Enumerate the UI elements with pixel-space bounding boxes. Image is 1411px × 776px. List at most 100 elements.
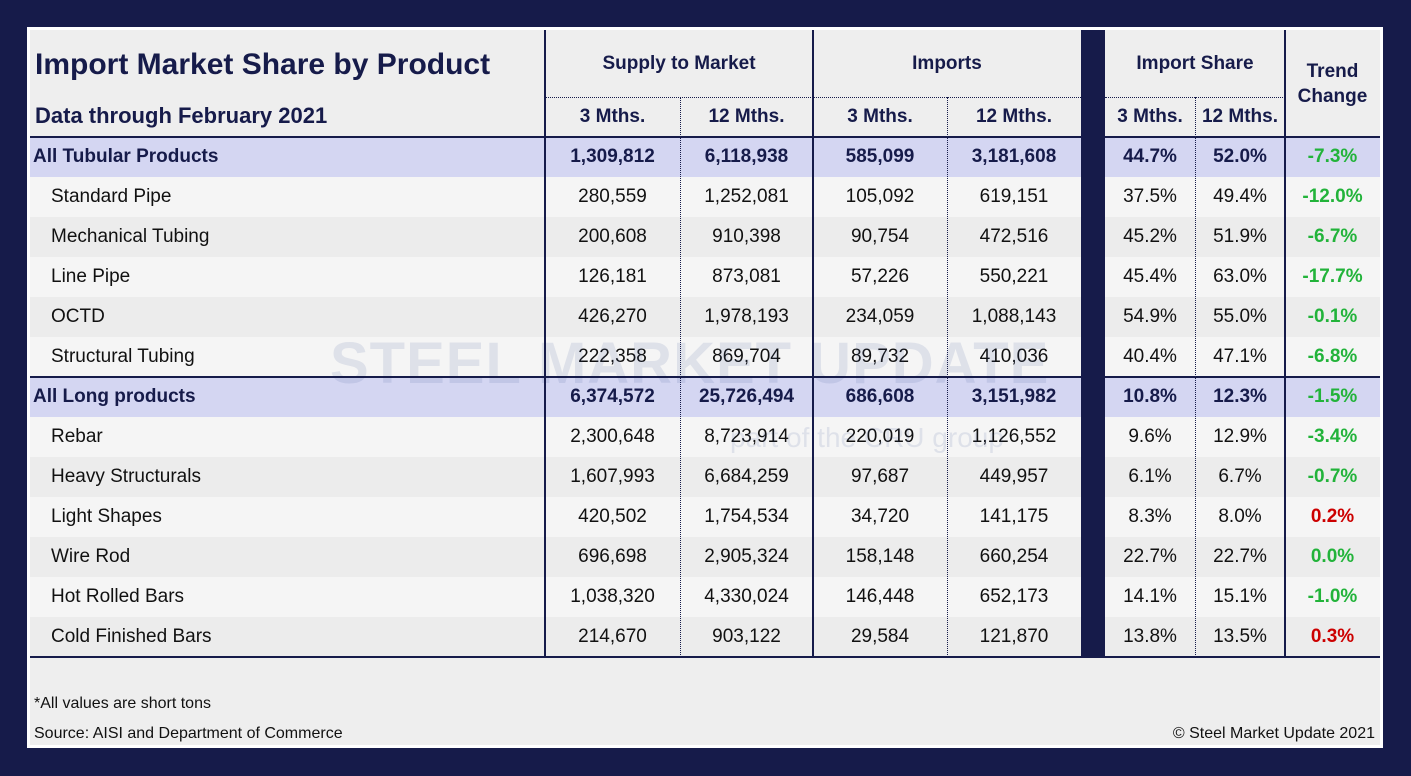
- cell-sh3: 54.9%: [1123, 306, 1177, 327]
- cell-sh12: 49.4%: [1213, 186, 1267, 207]
- cell-i12: 141,175: [979, 506, 1049, 527]
- cell-sh3: 13.8%: [1123, 626, 1177, 647]
- table-row: Heavy Structurals 1,607,993 6,684,259 97,68…: [30, 457, 1380, 497]
- cell-i12: 550,221: [979, 266, 1049, 287]
- page-subtitle: Data through February 2021: [35, 103, 328, 128]
- cell-sh3: 22.7%: [1123, 546, 1177, 567]
- table-row: OCTD 426,270 1,978,193 234,059 1,088,143 54.9…: [30, 297, 1380, 337]
- cell-s12: 1,754,534: [704, 506, 789, 527]
- cell-trend: -7.3%: [1307, 146, 1358, 167]
- cell-sh12: 15.1%: [1213, 586, 1267, 607]
- cell-s3: 200,608: [578, 226, 647, 247]
- row-label: OCTD: [51, 306, 105, 327]
- cell-i12: 660,254: [979, 546, 1049, 567]
- table-row-total: All Tubular Products 1,309,812 6,118,938 58…: [30, 137, 1380, 177]
- cell-sh3: 6.1%: [1128, 466, 1172, 487]
- cell-sh3: 40.4%: [1123, 346, 1177, 367]
- cell-i3: 90,754: [850, 226, 910, 247]
- cell-i12: 121,870: [979, 626, 1049, 647]
- cell-sh12: 51.9%: [1213, 226, 1267, 247]
- cell-i3: 34,720: [850, 506, 910, 527]
- cell-sh12: 12.3%: [1213, 386, 1267, 407]
- cell-sh3: 8.3%: [1128, 506, 1172, 527]
- table-row: Line Pipe 126,181 873,081 57,226 550,221 45.4…: [30, 257, 1380, 297]
- cell-sh12: 47.1%: [1213, 346, 1267, 367]
- cell-s12: 2,905,324: [704, 546, 789, 567]
- header-imports: Imports: [912, 52, 982, 74]
- row-label: Standard Pipe: [51, 186, 172, 207]
- cell-s3: 1,038,320: [570, 586, 655, 607]
- cell-i12: 652,173: [979, 586, 1049, 607]
- cell-i12: 410,036: [979, 346, 1049, 367]
- subheader-imports-12m: 12 Mths.: [975, 106, 1053, 127]
- cell-s12: 1,978,193: [704, 306, 789, 327]
- table-row: Wire Rod 696,698 2,905,324 158,148 660,254 22…: [30, 537, 1380, 577]
- cell-s3: 214,670: [578, 626, 647, 647]
- copyright: © Steel Market Update 2021: [1172, 725, 1375, 742]
- cell-s12: 910,398: [712, 226, 781, 247]
- cell-trend: -6.7%: [1307, 226, 1358, 247]
- cell-trend: -6.8%: [1307, 346, 1358, 367]
- table-row: Standard Pipe 280,559 1,252,081 105,092 619,…: [30, 177, 1380, 217]
- cell-i3: 29,584: [850, 626, 910, 647]
- cell-i12: 449,957: [979, 466, 1049, 487]
- divider: [30, 656, 1380, 658]
- divider: [544, 30, 546, 657]
- cell-trend: 0.0%: [1310, 546, 1355, 567]
- cell-s3: 6,374,572: [570, 386, 655, 407]
- cell-i3: 97,687: [850, 466, 910, 487]
- cell-s12: 903,122: [712, 626, 781, 647]
- row-label: Heavy Structurals: [51, 466, 201, 487]
- cell-s12: 869,704: [712, 346, 781, 367]
- cell-s12: 873,081: [712, 266, 781, 287]
- divider: [1195, 97, 1196, 657]
- cell-trend: -17.7%: [1302, 266, 1363, 287]
- subheader-share-3m: 3 Mths.: [1117, 106, 1183, 127]
- header-supply: Supply to Market: [602, 52, 756, 74]
- subheader-supply-12m: 12 Mths.: [708, 106, 785, 127]
- cell-s12: 25,726,494: [698, 386, 795, 407]
- cell-sh12: 63.0%: [1213, 266, 1267, 287]
- cell-s3: 426,270: [578, 306, 647, 327]
- row-label: Cold Finished Bars: [51, 626, 212, 647]
- cell-trend: -0.7%: [1307, 466, 1358, 487]
- divider: [30, 376, 1380, 378]
- cell-i3: 105,092: [845, 186, 915, 207]
- row-label: Hot Rolled Bars: [51, 586, 185, 607]
- page-title: Import Market Share by Product: [35, 48, 491, 81]
- table-row: Cold Finished Bars 214,670 903,122 29,584 12…: [30, 617, 1380, 657]
- cell-sh3: 9.6%: [1128, 426, 1172, 447]
- table-row-total: All Long products 6,374,572 25,726,494 686,…: [30, 377, 1380, 417]
- cell-s3: 222,358: [578, 346, 647, 367]
- cell-i3: 585,099: [845, 146, 915, 167]
- cell-s3: 1,607,993: [570, 466, 655, 487]
- cell-trend: -0.1%: [1307, 306, 1358, 327]
- cell-s3: 126,181: [578, 266, 647, 287]
- cell-i3: 686,608: [845, 386, 915, 407]
- cell-sh12: 52.0%: [1213, 146, 1267, 167]
- row-label: Rebar: [51, 426, 103, 447]
- cell-trend: 0.3%: [1310, 626, 1355, 647]
- cell-sh12: 13.5%: [1213, 626, 1267, 647]
- cell-s12: 6,684,259: [704, 466, 789, 487]
- cell-i12: 3,151,982: [971, 386, 1057, 407]
- cell-i12: 1,126,552: [971, 426, 1057, 447]
- subheader-supply-3m: 3 Mths.: [579, 106, 646, 127]
- subheader-share-12m: 12 Mths.: [1201, 106, 1279, 127]
- divider: [1284, 30, 1286, 657]
- import-share-table: Import Market Share by Product Data thro…: [30, 30, 1380, 745]
- cell-i3: 89,732: [850, 346, 910, 367]
- row-label: All Tubular Products: [33, 146, 219, 167]
- header-trend-change-label: Trend Change: [1297, 61, 1368, 107]
- cell-sh3: 45.2%: [1123, 226, 1177, 247]
- cell-i3: 158,148: [845, 546, 915, 567]
- divider: [947, 97, 948, 657]
- cell-sh3: 45.4%: [1123, 266, 1177, 287]
- cell-i3: 146,448: [845, 586, 915, 607]
- cell-i12: 619,151: [979, 186, 1049, 207]
- cell-s3: 1,309,812: [570, 146, 655, 167]
- table-row: Hot Rolled Bars 1,038,320 4,330,024 146,448…: [30, 577, 1380, 617]
- cell-s3: 280,559: [578, 186, 647, 207]
- cell-trend: -1.5%: [1307, 386, 1358, 407]
- cell-sh12: 6.7%: [1218, 466, 1262, 487]
